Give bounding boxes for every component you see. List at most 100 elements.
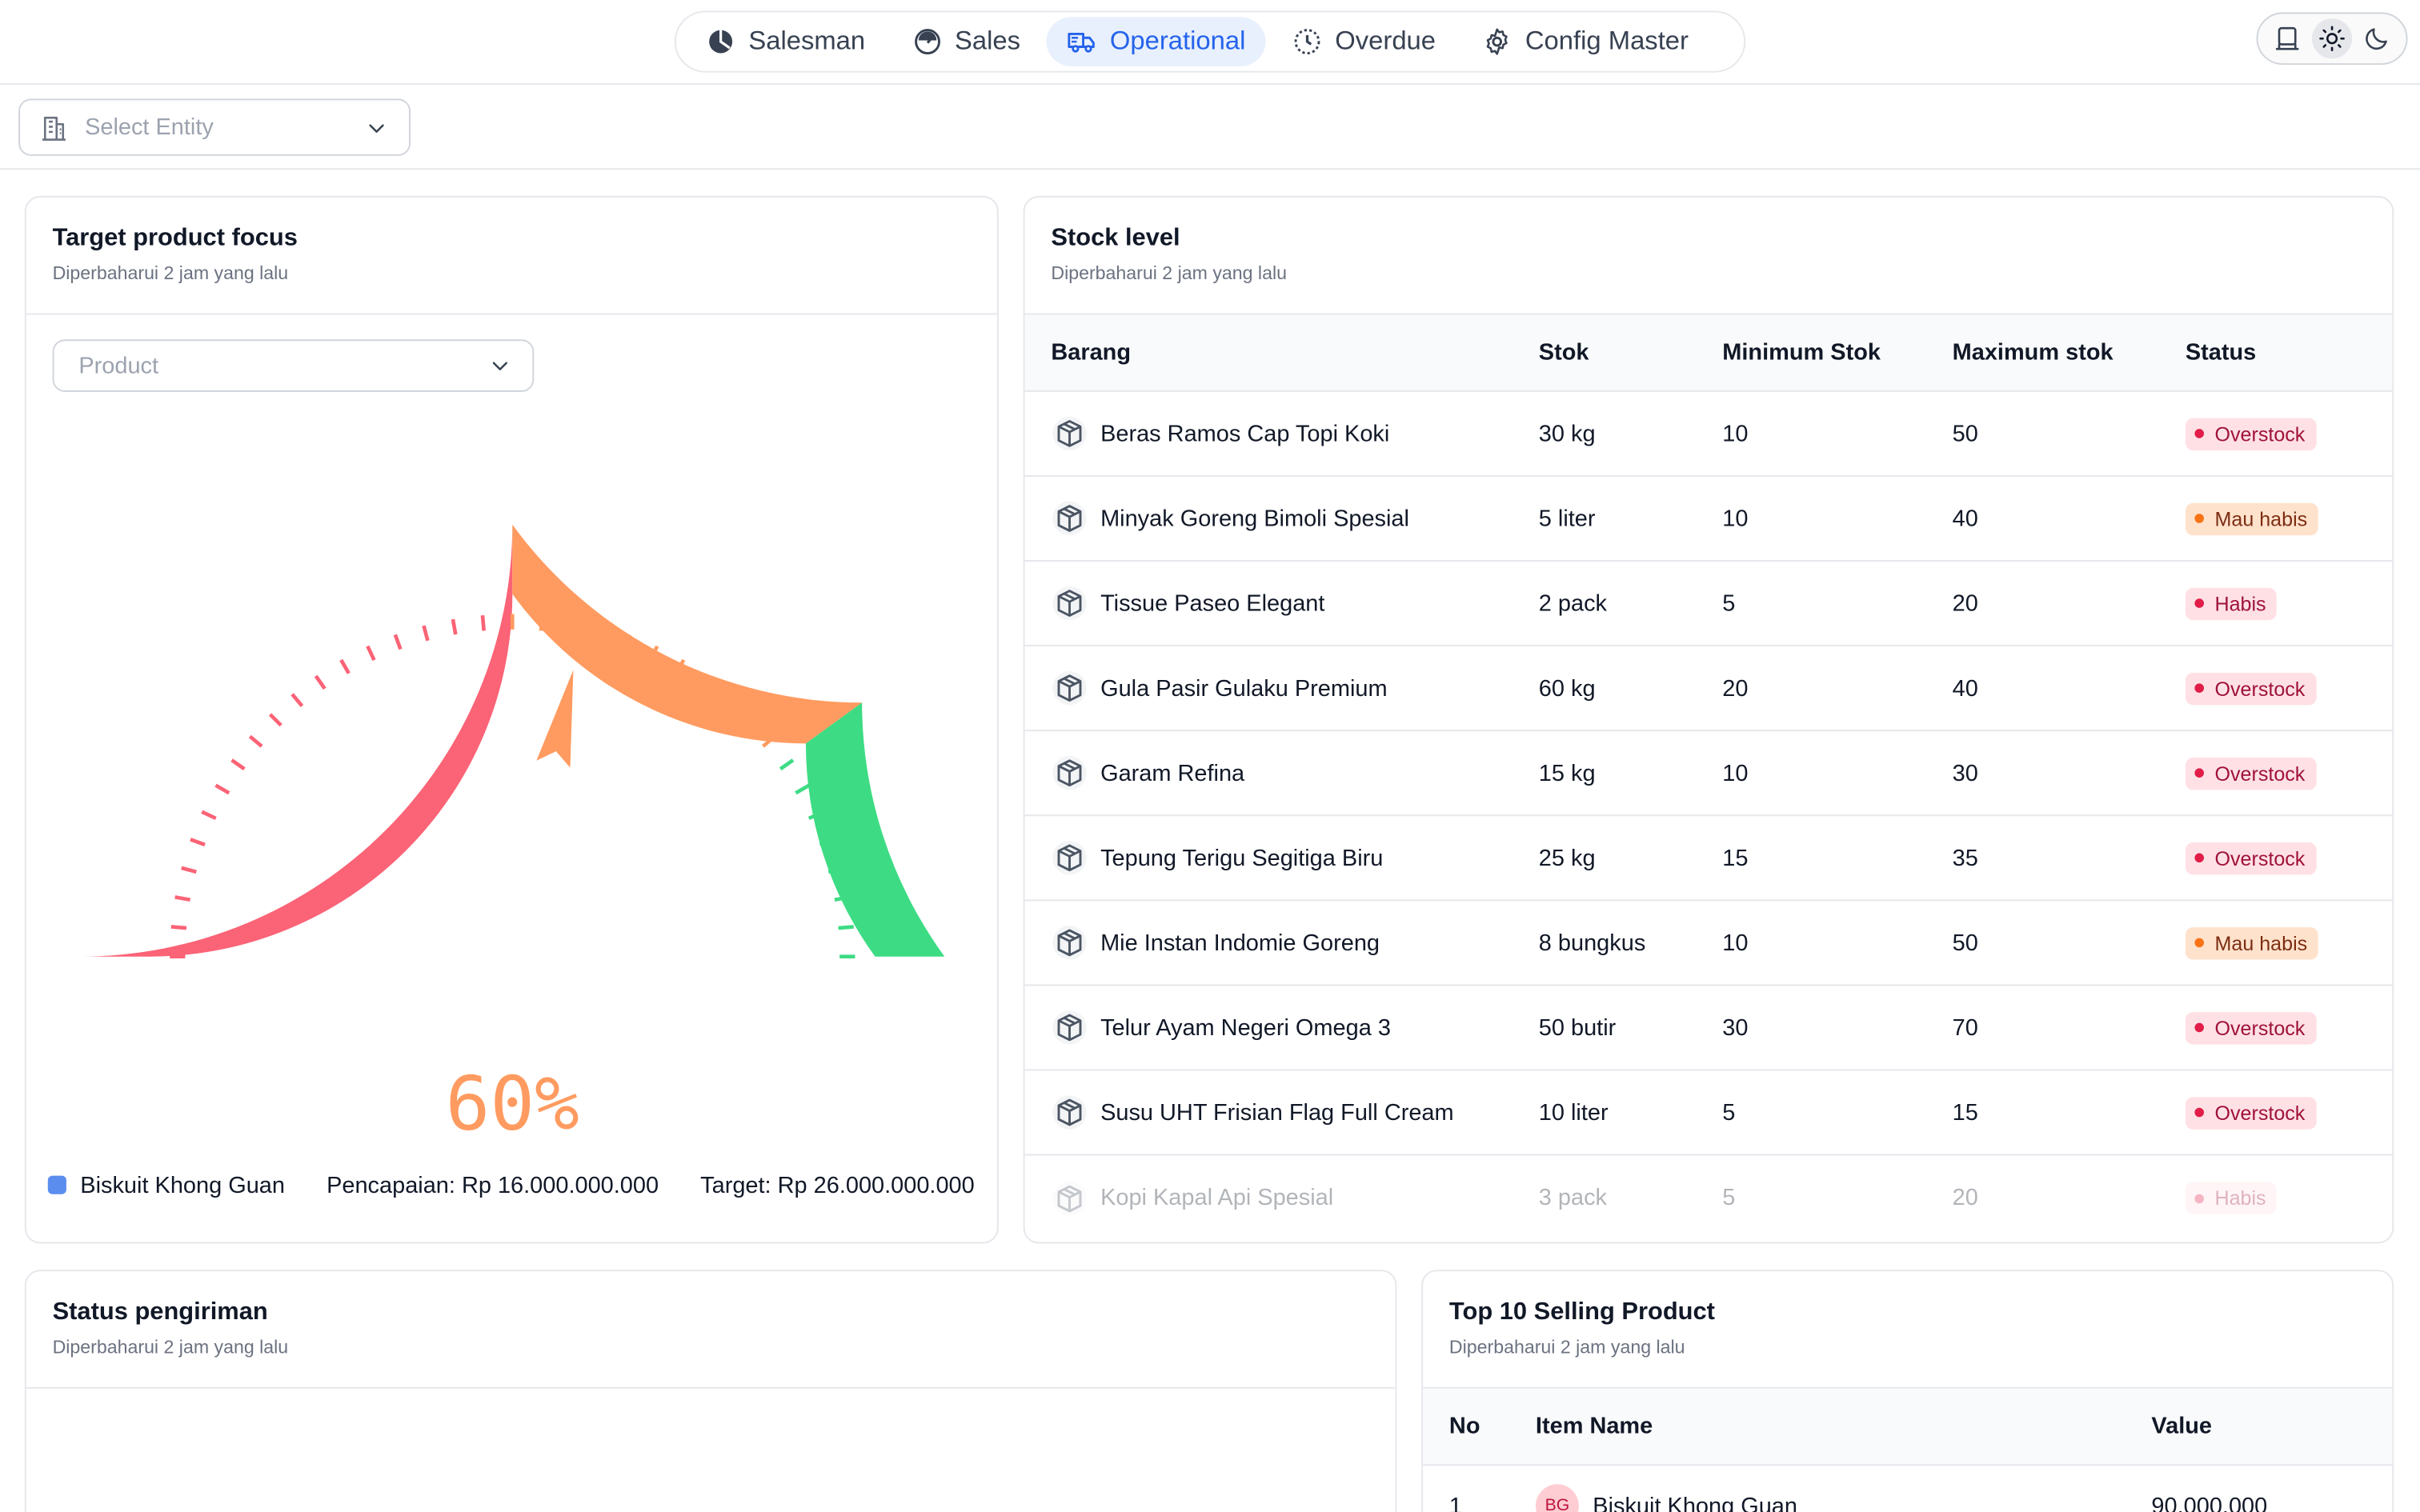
gauge-tick [595,625,603,642]
nav-tab-overdue[interactable]: Overdue [1272,17,1456,66]
status-cell: Overstock [2185,1011,2392,1044]
minimum-stock-cell: 10 [1722,759,1749,786]
status-badge: Habis [2185,1182,2278,1214]
gauge-legend: Biskuit Khong Guan Pencapaian: Rp 16.000… [47,1166,989,1203]
card-header: Top 10 Selling Product Diperbaharui 2 ja… [1423,1271,2393,1389]
item-name-cell: Susu UHT Frisian Flag Full Cream [1025,1094,1539,1130]
status-badge: Overstock [2185,756,2316,790]
minimum-stock-cell: 5 [1722,1099,1736,1126]
gauge-tick [827,866,844,874]
column-header-no[interactable]: No [1448,1413,1480,1440]
gauge-tick [648,645,659,662]
nav-tab-sales[interactable]: Sales [891,17,1040,66]
column-header-item-name[interactable]: Item Name [1535,1413,1653,1440]
gauge-tick [622,634,631,650]
status-badge: Overstock [2185,671,2316,705]
product-select[interactable]: Product [52,339,535,392]
status-dot [2194,683,2204,693]
theme-light-button[interactable] [2311,18,2353,59]
item-name-cell: Gula Pasir Gulaku Premium [1025,670,1539,706]
table-row[interactable]: Mie Instan Indomie Goreng 8 bungkus 10 50 Ma… [1024,901,2393,986]
status-dot [2194,768,2204,778]
card-title: Top 10 Selling Product [1448,1298,1715,1326]
theme-switcher [2256,12,2408,65]
nav-tab-operational[interactable]: Operational [1046,17,1266,66]
package-icon [1052,1181,1087,1215]
table-row[interactable]: Garam Refina 15 kg 10 30 Overstock [1024,731,2393,817]
package-icon [1052,670,1087,706]
top-selling-table-header: No Item Name Value [1423,1388,2393,1466]
package-icon [1052,1010,1087,1045]
status-label: Mau habis [2214,930,2308,954]
nav-tab-label: Overdue [1335,26,1436,56]
nav-tab-label: Salesman [748,26,866,56]
table-row[interactable]: Tissue Paseo Elegant 2 pack 5 20 Habis [1024,562,2393,647]
status-dot [2194,853,2204,863]
column-header-stok[interactable]: Stok [1538,339,1589,366]
gauge-tick [539,614,544,631]
nav-tab-salesman[interactable]: Salesman [685,17,885,66]
column-header-barang[interactable]: Barang [1051,339,1132,366]
card-header: Status pengiriman Diperbaharui 2 jam yan… [26,1271,1396,1389]
table-row[interactable]: Beras Ramos Cap Topi Koki 30 kg 10 50 Overst… [1024,392,2393,477]
table-row[interactable]: Tepung Terigu Segitiga Biru 25 kg 15 35 Over… [1024,816,2393,902]
status-cell: Overstock [2185,417,2392,450]
stock-cell: 10 liter [1538,1099,1609,1126]
card-subtitle: Diperbaharui 2 jam yang lalu [1051,262,1287,284]
theme-dark-button[interactable] [2358,18,2398,58]
item-name: Gula Pasir Gulaku Premium [1100,674,1388,702]
gauge-tick [268,713,282,727]
column-header-value[interactable]: Value [2151,1413,2213,1440]
card-subtitle: Diperbaharui 2 jam yang lalu [52,262,289,284]
maximum-stock-cell: 30 [1952,759,1978,786]
product-select-placeholder: Product [78,352,159,379]
stock-table-header: Barang Stok Minimum Stok Maximum stok St… [1024,314,2393,392]
table-row[interactable]: Kopi Kapal Api Spesial 3 pack 5 20 Habis [1025,1155,2393,1240]
gauge-tick [721,693,735,707]
column-header-status[interactable]: Status [2185,339,2257,366]
table-row[interactable]: Telur Ayam Negeri Omega 3 50 butir 30 70 Ove… [1024,986,2393,1071]
table-row[interactable]: Susu UHT Frisian Flag Full Cream 10 liter… [1024,1070,2393,1156]
package-icon [1052,501,1087,536]
card-subtitle: Diperbaharui 2 jam yang lalu [52,1336,289,1358]
item-name-cell: Kopi Kapal Api Spesial [1025,1179,1539,1216]
gauge-tick [214,783,230,795]
gauge-band-mid [512,524,863,744]
table-row[interactable]: Gula Pasir Gulaku Premium 60 kg 20 40 Overst… [1024,646,2393,732]
status-label: Overstock [2214,846,2306,870]
gauge-tick [834,895,851,902]
minimum-stock-cell: 5 [1722,1185,1736,1211]
entity-filter-bar: Select Entity [0,85,2420,170]
status-badge: Overstock [2185,1011,2316,1044]
nav-tab-config-master[interactable]: Config Master [1462,17,1709,66]
column-header-maximum-stok[interactable]: Maximum stok [1952,339,2113,366]
table-row[interactable]: Minyak Goreng Bimoli Spesial 5 liter 10 40 M… [1024,477,2393,562]
legend-achievement: Pencapaian: Rp 16.000.000.000 [327,1171,659,1198]
item-name-cell: Minyak Goreng Bimoli Spesial [1025,500,1539,537]
item-name: Minyak Goreng Bimoli Spesial [1100,505,1409,532]
item-name-cell: Mie Instan Indomie Goreng [1025,924,1539,961]
package-icon [1052,1095,1087,1130]
status-badge: Habis [2185,586,2278,620]
gauge-tick [422,625,430,642]
status-cell: Habis [2185,1182,2392,1214]
table-row[interactable]: 1 BG Biskuit Khong Guan 90.000.000 [1423,1467,2392,1512]
stock-cell: 5 liter [1538,505,1596,532]
package-icon [1052,416,1087,451]
entity-select-placeholder: Select Entity [85,114,214,141]
stock-table-body: Beras Ramos Cap Topi Koki 30 kg 10 50 Overst… [1024,392,2393,1241]
column-header-minimum-stok[interactable]: Minimum Stok [1722,339,1881,366]
maximum-stock-cell: 35 [1952,844,1978,871]
entity-select[interactable]: Select Entity [18,98,411,156]
truck-icon [1068,32,1096,53]
maximum-stock-cell: 15 [1952,1099,1978,1126]
status-label: Mau habis [2214,506,2308,530]
nav-tab-label: Operational [1109,26,1246,56]
theme-system-button[interactable] [2266,18,2306,58]
gauge-value-label: 60% [446,1061,579,1147]
shipping-status-card: Status pengiriman Diperbaharui 2 jam yan… [24,1270,1397,1512]
item-name: Telur Ayam Negeri Omega 3 [1100,1014,1391,1041]
status-dot [2194,1193,2204,1203]
status-badge: Mau habis [2185,502,2318,535]
gauge-tick [339,658,351,674]
